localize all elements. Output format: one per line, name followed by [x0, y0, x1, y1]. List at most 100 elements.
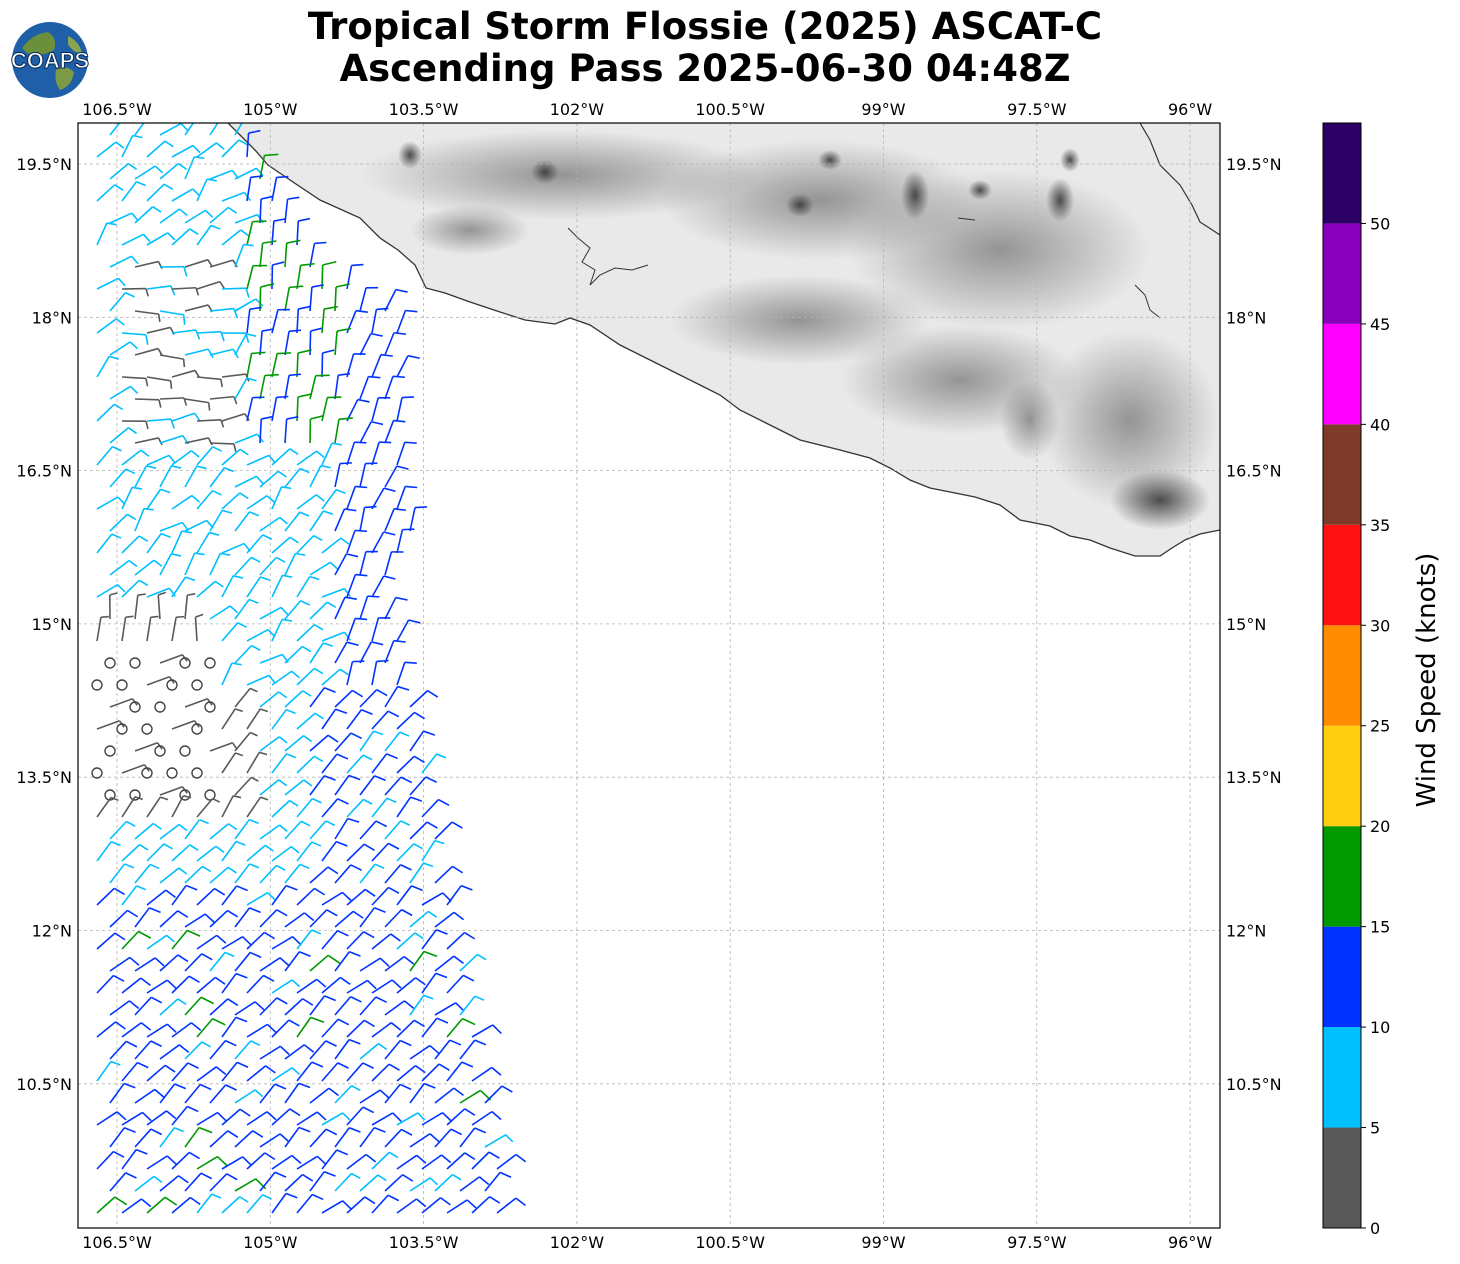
- wind-barb: [284, 467, 310, 488]
- wind-barb: [309, 774, 336, 796]
- wind-barb: [346, 1196, 376, 1214]
- wind-barb: [284, 415, 299, 444]
- lon-labels-bottom: 106.5°W 105°W 103.5°W 102°W 100.5°W 99°W 97.5°…: [82, 1233, 1212, 1252]
- wind-barb: [121, 1022, 152, 1038]
- wind-barb: [121, 885, 147, 906]
- wind-barb: [146, 615, 159, 642]
- lat-label-left: 19.5°N: [16, 155, 72, 174]
- wind-barb: [221, 1016, 248, 1038]
- wind-barb: [146, 934, 175, 950]
- wind-barb: [134, 559, 163, 576]
- wind-barb: [396, 796, 423, 818]
- lon-label-bottom: 102°W: [550, 1233, 605, 1252]
- wind-barb: [371, 842, 400, 862]
- wind-barb: [209, 1084, 237, 1104]
- colorbar-tick-label: 30: [1370, 616, 1390, 635]
- wind-barb: [296, 623, 324, 642]
- wind-barb: [396, 441, 417, 466]
- colorbar-label: Wind Speed (knots): [1412, 553, 1442, 808]
- wind-barb: [159, 1127, 184, 1148]
- wind-barb: [221, 795, 242, 818]
- wind-barb: [234, 687, 258, 708]
- wind-barb: [309, 1087, 339, 1104]
- wind-barb: [234, 1040, 261, 1060]
- wind-barb: [284, 1126, 311, 1148]
- wind-barb: [134, 593, 146, 620]
- wind-barb: [346, 398, 370, 422]
- wind-barb: [196, 1066, 227, 1082]
- wind-barb: [171, 450, 200, 466]
- wind-barb: [221, 972, 248, 994]
- wind-barb: [96, 1060, 121, 1082]
- colorbar-bin: [1323, 424, 1361, 525]
- calm-marker: [104, 745, 116, 757]
- wind-barb: [496, 1153, 527, 1170]
- wind-barb: [459, 1039, 487, 1060]
- wind-barb: [496, 1197, 526, 1214]
- wind-barb: [359, 332, 383, 356]
- wind-barb: [259, 470, 287, 488]
- colorbar-tick-label: 15: [1370, 918, 1390, 937]
- wind-barb: [171, 144, 201, 158]
- wind-barb: [109, 1040, 138, 1060]
- wind-barb: [371, 307, 389, 334]
- wind-barb: [184, 398, 211, 411]
- lon-label-bottom: 105°W: [243, 1233, 298, 1252]
- wind-barb: [171, 286, 200, 296]
- wind-barb: [184, 1041, 211, 1060]
- wind-barb: [109, 820, 136, 840]
- wind-barb: [171, 530, 192, 554]
- wind-barb: [171, 228, 199, 246]
- wind-barb: [196, 1155, 229, 1170]
- wind-barb: [246, 220, 267, 246]
- lon-label-bottom: 103.5°W: [389, 1233, 459, 1252]
- calm-marker: [129, 789, 141, 801]
- lat-label-right: 16.5°N: [1226, 462, 1282, 481]
- wind-barb: [109, 212, 139, 224]
- wind-barb: [96, 318, 125, 334]
- wind-barb: [121, 233, 151, 246]
- wind-barb: [271, 1019, 300, 1038]
- wind-barb: [134, 1175, 163, 1192]
- wind-barb: [146, 1064, 176, 1082]
- calm-marker: [204, 701, 216, 713]
- lon-label-top: 105°W: [243, 100, 298, 119]
- wind-barb: [109, 863, 135, 884]
- wind-barb: [121, 486, 143, 510]
- calm-marker: [191, 767, 203, 779]
- wind-barb: [296, 667, 324, 686]
- wind-barb: [371, 886, 400, 906]
- wind-barb: [371, 659, 389, 686]
- wind-barb: [396, 396, 415, 422]
- wind-barb: [134, 507, 154, 532]
- logo-text: COAPS: [11, 48, 89, 73]
- wind-barb: [96, 1111, 127, 1126]
- map-frame: [77, 122, 1221, 1229]
- wind-barb: [121, 1061, 149, 1082]
- wind-barb: [121, 134, 143, 158]
- wind-barb: [209, 259, 238, 268]
- wind-barb: [409, 1177, 439, 1192]
- wind-barb: [409, 1133, 440, 1148]
- wind-barb: [221, 840, 246, 862]
- wind-barb: [309, 995, 336, 1016]
- wind-barb: [309, 464, 331, 488]
- wind-barb: [359, 1126, 386, 1148]
- wind-barb: [396, 885, 423, 906]
- wind-barb: [184, 865, 212, 884]
- wind-barb: [284, 600, 310, 620]
- wind-barb: [96, 615, 109, 642]
- wind-barb: [209, 206, 237, 224]
- wind-barb: [184, 209, 214, 224]
- wind-barb: [134, 165, 164, 180]
- wind-barb: [409, 821, 438, 840]
- colorbar-frame: [1322, 122, 1362, 1229]
- wind-barb: [171, 975, 200, 994]
- wind-barb: [371, 797, 397, 818]
- wind-barb: [121, 332, 149, 345]
- wind-barb: [259, 153, 279, 180]
- wind-barb: [296, 755, 324, 774]
- wind-barb: [284, 863, 310, 884]
- wind-barb: [396, 485, 418, 510]
